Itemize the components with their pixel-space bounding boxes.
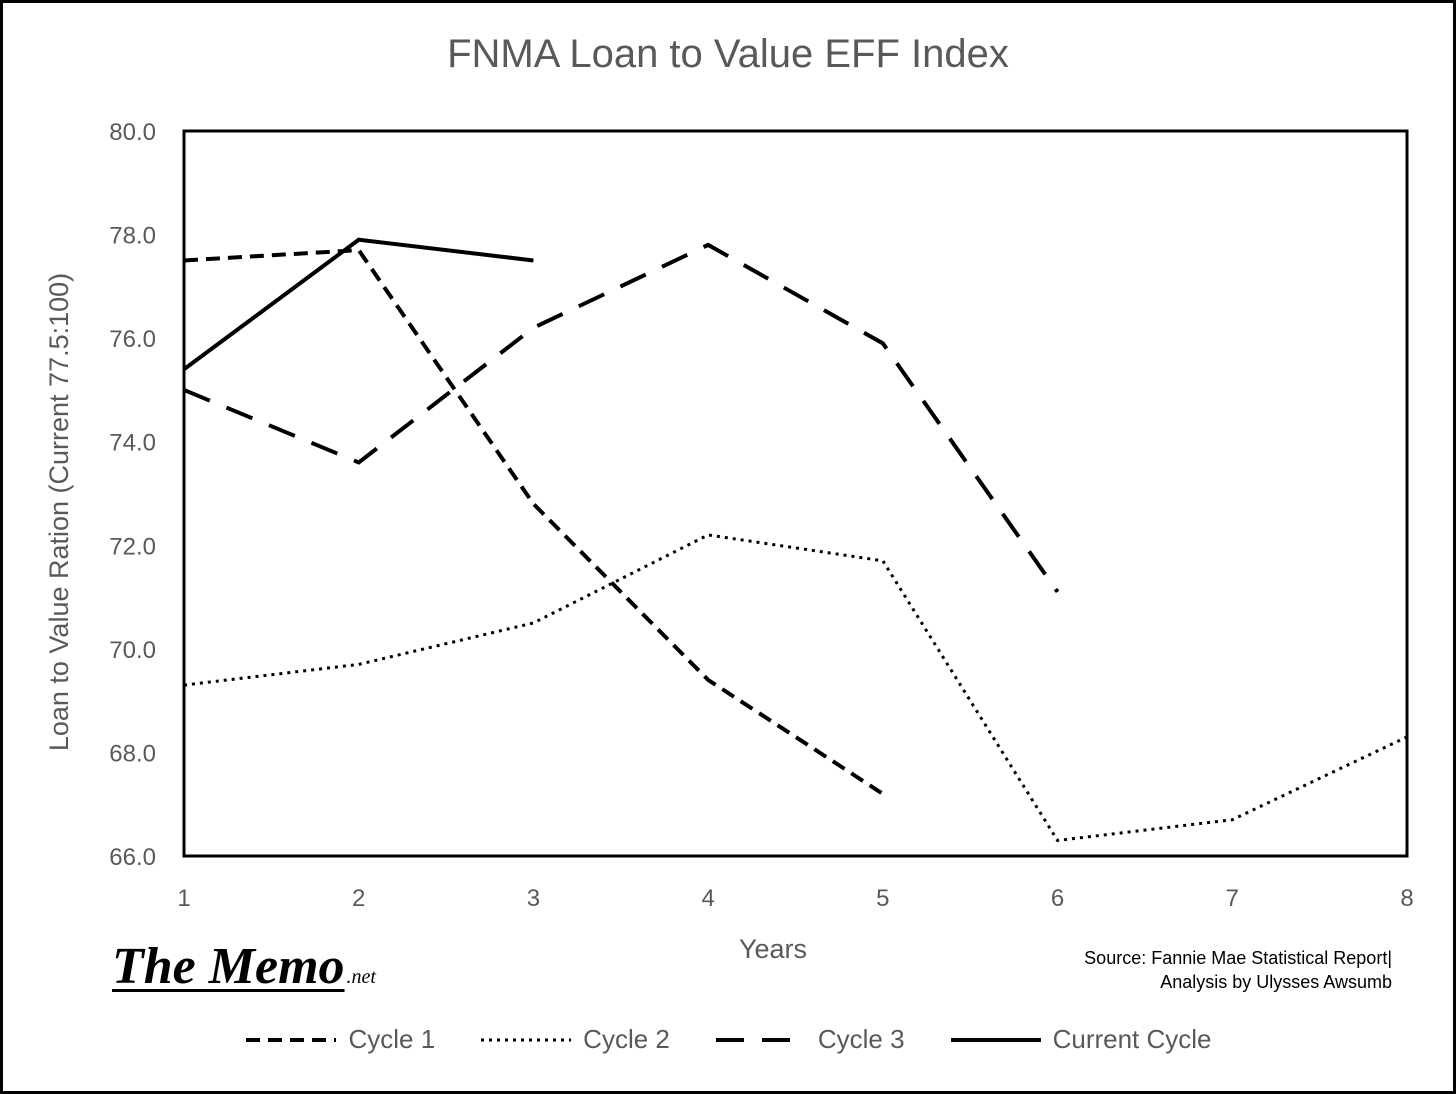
source-line-2: Analysis by Ulysses Awsumb bbox=[1160, 972, 1392, 992]
y-tick-label: 80.0 bbox=[109, 119, 156, 146]
legend-swatch bbox=[246, 1037, 337, 1042]
x-tick-label: 8 bbox=[1400, 885, 1413, 912]
legend-label: Current Cycle bbox=[1052, 1024, 1212, 1054]
series-line-cycle-3 bbox=[183, 242, 1060, 594]
x-tick-label: 4 bbox=[701, 885, 714, 912]
series-line-cycle-1 bbox=[183, 248, 884, 796]
y-tick-label: 74.0 bbox=[109, 430, 156, 457]
y-tick-label: 70.0 bbox=[109, 637, 156, 664]
y-tick-label: 76.0 bbox=[109, 326, 156, 353]
x-axis-title: Years bbox=[739, 934, 807, 964]
x-axis-ticks: 1 2 3 4 5 6 7 8 bbox=[177, 885, 1413, 912]
legend-item: Cycle 1 bbox=[244, 1024, 435, 1055]
legend-item: Cycle 3 bbox=[714, 1024, 905, 1055]
chart-title: FNMA Loan to Value EFF Index bbox=[447, 32, 1009, 76]
logo-main-text: The Memo bbox=[112, 938, 345, 995]
series-lines bbox=[182, 237, 1408, 843]
logo-suffix-text: .net bbox=[346, 966, 376, 988]
legend-swatch bbox=[950, 1037, 1041, 1042]
x-tick-label: 7 bbox=[1226, 885, 1239, 912]
legend-item: Cycle 2 bbox=[479, 1024, 670, 1055]
x-tick-label: 6 bbox=[1051, 885, 1064, 912]
legend-label: Cycle 3 bbox=[817, 1024, 905, 1054]
series-line-current-cycle bbox=[182, 237, 534, 371]
y-axis-title: Loan to Value Ration (Current 77.5:100) bbox=[44, 273, 74, 751]
legend-label: Cycle 1 bbox=[348, 1024, 436, 1054]
y-axis-ticks: 80.0 78.0 76.0 74.0 72.0 70.0 68.0 66.0 bbox=[109, 119, 156, 871]
y-tick-label: 72.0 bbox=[109, 533, 156, 560]
x-tick-label: 3 bbox=[527, 885, 540, 912]
legend-swatch bbox=[715, 1037, 806, 1042]
legend-label: Cycle 2 bbox=[583, 1024, 670, 1054]
chart-legend: Cycle 1 Cycle 2 Cycle 3 Current Cycle bbox=[0, 1024, 1456, 1055]
y-tick-label: 68.0 bbox=[109, 740, 156, 767]
x-tick-label: 5 bbox=[876, 885, 889, 912]
y-tick-label: 78.0 bbox=[109, 223, 156, 250]
plot-area bbox=[182, 129, 1409, 858]
legend-item: Current Cycle bbox=[949, 1024, 1212, 1055]
series-line-cycle-2 bbox=[183, 533, 1408, 843]
x-tick-label: 2 bbox=[352, 885, 365, 912]
source-note: Source: Fannie Mae Statistical Report| A… bbox=[1084, 946, 1392, 994]
legend-swatch bbox=[481, 1038, 572, 1041]
x-tick-label: 1 bbox=[177, 885, 190, 912]
y-tick-label: 66.0 bbox=[109, 844, 156, 871]
source-line-1: Source: Fannie Mae Statistical Report| bbox=[1084, 948, 1392, 968]
the-memo-logo: The Memo .net bbox=[112, 937, 376, 996]
